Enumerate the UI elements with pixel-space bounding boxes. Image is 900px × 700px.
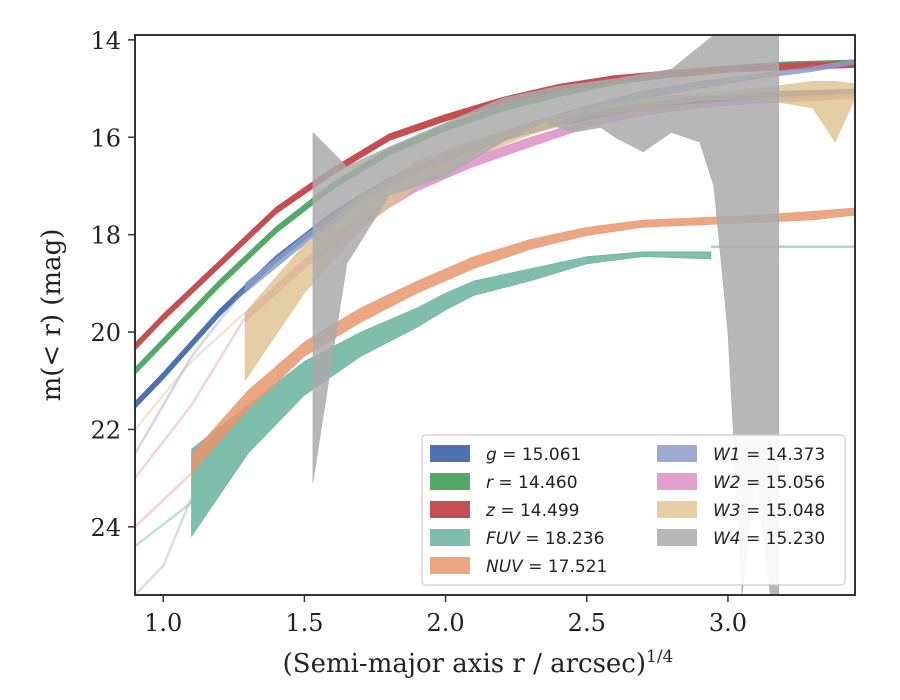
legend-item-w1: W1 = 14.373 [657, 445, 825, 465]
series-w1-inner-profile [133, 287, 247, 455]
legend-item-w4: W4 = 15.230 [657, 529, 825, 549]
x-tick-label: 1.0 [144, 609, 182, 637]
legend-item-w3: W3 = 15.048 [657, 501, 825, 521]
legend-label-g: g = 15.061 [486, 445, 581, 465]
legend-item-fuv: FUV = 18.236 [430, 529, 604, 549]
plot-frame [134, 34, 856, 596]
series-w4-band [312, 34, 780, 596]
legend-item-nuv: NUV = 17.521 [430, 557, 607, 577]
x-tick-label: 2.0 [427, 609, 465, 637]
series-nuv-inner-profile [134, 472, 193, 528]
legend-label-r: r = 14.460 [486, 473, 578, 493]
legend-label-w3: W3 = 15.048 [713, 501, 825, 521]
x-axis-label-main: (Semi-major axis r / arcsec) [283, 649, 646, 679]
y-tick-label: 20 [90, 319, 121, 347]
legend: g = 15.061 r = 14.460 z = 14.499 FUV = 18.2… [421, 434, 846, 586]
y-axis-label: m(< r) (mag) [37, 229, 67, 402]
legend-item-z: z = 14.499 [430, 501, 579, 521]
series-fuv-band [191, 251, 712, 538]
series-fuv-inner-profile [134, 501, 193, 548]
legend-item-g: g = 15.061 [430, 445, 581, 465]
series-w3-inner-profile [134, 311, 246, 431]
x-tick-label: 3.0 [709, 609, 747, 637]
legend-swatch-g [430, 445, 470, 462]
legend-label-w1: W1 = 14.373 [713, 445, 825, 465]
legend-swatch-nuv [430, 557, 470, 574]
legend-label-w2: W2 = 15.056 [713, 473, 825, 493]
legend-label-fuv: FUV = 18.236 [486, 529, 604, 549]
x-tick-label: 1.5 [285, 609, 323, 637]
legend-frame [421, 434, 846, 586]
legend-swatch-w2 [657, 473, 697, 490]
ticks-layer: 1.0 1.5 2.0 2.5 3.0 14 16 18 20 22 24 [90, 27, 747, 637]
legend-swatch-z [430, 501, 470, 518]
legend-swatch-w4 [657, 529, 697, 546]
legend-label-nuv: NUV = 17.521 [486, 557, 607, 577]
legend-item-r: r = 14.460 [430, 473, 578, 493]
series-w4 [134, 34, 780, 596]
series-w2-inner-profile [134, 316, 247, 479]
y-tick-label: 16 [90, 124, 121, 152]
legend-label-z: z = 14.499 [485, 501, 579, 521]
x-axis-label-exponent: 1/4 [646, 647, 673, 667]
x-tick-label: 2.5 [568, 609, 606, 637]
legend-swatch-fuv [430, 529, 470, 546]
legend-label-w4: W4 = 15.230 [713, 529, 825, 549]
legend-swatch-r [430, 473, 470, 490]
series-w4-inner-profile [134, 497, 193, 596]
y-tick-label: 22 [90, 416, 121, 444]
legend-swatch-w3 [657, 501, 697, 518]
y-tick-label: 14 [90, 27, 121, 55]
x-axis-label: (Semi-major axis r / arcsec)1/4 [283, 647, 674, 679]
legend-item-w2: W2 = 15.056 [657, 473, 825, 493]
y-tick-label: 24 [90, 514, 121, 542]
legend-swatch-w1 [657, 445, 697, 462]
y-tick-label: 18 [90, 222, 121, 250]
